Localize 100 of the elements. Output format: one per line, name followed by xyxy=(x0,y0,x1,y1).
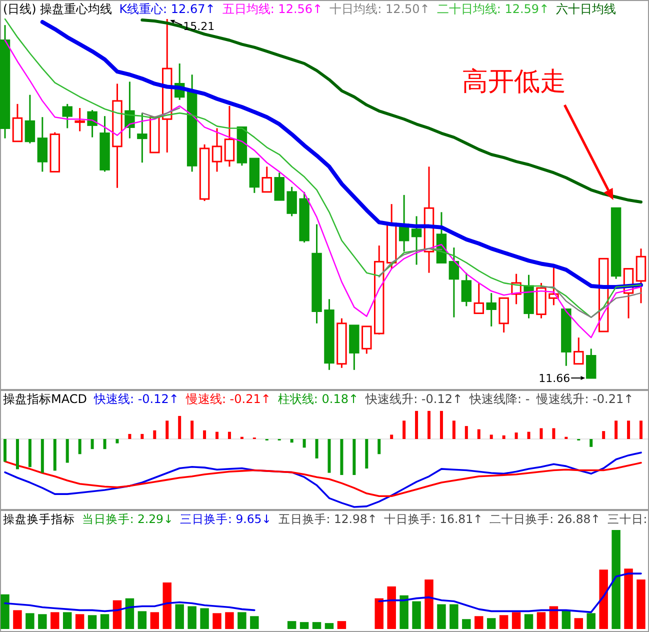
bar xyxy=(602,431,606,439)
bar xyxy=(128,434,132,439)
bar xyxy=(178,416,182,439)
bar xyxy=(627,420,630,439)
bar xyxy=(203,430,206,439)
bar xyxy=(574,618,584,629)
annotation: 11.66 xyxy=(538,372,570,385)
text: 五日换手: 12.98↑ xyxy=(278,512,378,526)
chart-title: 操盘指标MACD xyxy=(3,392,87,406)
candlestick xyxy=(586,348,596,379)
bar xyxy=(190,420,194,439)
bar xyxy=(53,439,56,471)
candlestick xyxy=(411,215,422,266)
bar xyxy=(0,594,10,629)
bar xyxy=(150,612,160,629)
bar xyxy=(390,434,394,439)
candlestick xyxy=(224,105,235,168)
bar xyxy=(16,439,19,470)
bar xyxy=(499,615,508,629)
bar xyxy=(38,614,47,629)
bar xyxy=(138,611,147,629)
bar xyxy=(524,614,534,629)
annotation: 15.21 xyxy=(183,20,215,33)
bar xyxy=(166,420,169,439)
bar xyxy=(26,613,34,629)
bar xyxy=(374,598,384,629)
text: 六十日均线 xyxy=(556,2,616,16)
bar xyxy=(464,426,468,439)
text: 快速线: -0.12↑ xyxy=(92,392,179,406)
bar xyxy=(552,428,556,439)
candlestick xyxy=(262,166,272,193)
bar xyxy=(636,580,646,629)
bar xyxy=(450,604,458,629)
candlestick xyxy=(486,292,496,328)
bar xyxy=(302,439,306,448)
bar xyxy=(90,439,94,450)
bar xyxy=(387,586,396,629)
bar xyxy=(312,622,322,629)
bar xyxy=(4,439,6,462)
bar xyxy=(324,623,334,629)
bar xyxy=(212,613,222,629)
text: 慢速线升: -0.21↑ xyxy=(536,392,634,406)
candlestick xyxy=(62,103,72,129)
bar xyxy=(153,430,156,439)
bar xyxy=(540,428,543,439)
bar xyxy=(402,420,406,439)
bar xyxy=(75,614,84,629)
candlestick xyxy=(448,246,460,318)
bar xyxy=(590,439,593,447)
candlestick xyxy=(212,127,222,172)
bar xyxy=(112,600,122,629)
candlestick xyxy=(87,109,98,138)
bar xyxy=(140,434,144,439)
text: 十日换手: 16.81↑ xyxy=(384,512,483,526)
bar xyxy=(562,610,571,629)
bar xyxy=(527,432,530,439)
text: 当日换手: 2.29↓ xyxy=(82,512,174,526)
bar xyxy=(474,616,484,629)
bar xyxy=(612,530,620,629)
chart-title: 操盘换手指标 xyxy=(3,512,75,526)
text: 快速线升: -0.12↑ xyxy=(364,392,463,406)
bar xyxy=(352,439,356,475)
bar xyxy=(225,612,234,629)
bar xyxy=(614,420,618,439)
text: 三十日: xyxy=(607,512,648,526)
text: 慢速线: -0.21↑ xyxy=(184,392,271,406)
candlestick xyxy=(12,103,23,142)
bar xyxy=(412,601,421,629)
bar xyxy=(228,432,231,439)
bar xyxy=(437,604,446,629)
bar xyxy=(486,618,496,629)
bar xyxy=(100,614,110,629)
bar xyxy=(424,580,434,629)
bar xyxy=(536,612,546,629)
candlestick xyxy=(574,336,584,365)
bar xyxy=(512,612,521,629)
bar xyxy=(125,598,134,629)
candlestick xyxy=(274,172,284,201)
bar xyxy=(340,439,344,475)
text: K线重心: 12.67↑ xyxy=(119,2,216,16)
bar xyxy=(502,435,506,439)
bar xyxy=(549,606,558,629)
bar xyxy=(28,439,32,468)
bar xyxy=(428,410,430,439)
candlestick xyxy=(37,116,48,172)
text: 二十日换手: 26.88↑ xyxy=(490,512,600,526)
chart-title: (日线) 操盘重心均线 xyxy=(3,2,112,16)
bar xyxy=(300,622,309,629)
bar xyxy=(162,582,172,629)
bar xyxy=(88,615,97,629)
bar xyxy=(175,604,184,629)
bar xyxy=(599,570,608,629)
bar xyxy=(586,613,596,629)
bar xyxy=(290,439,294,443)
bar xyxy=(640,420,642,439)
candlestick xyxy=(474,282,484,314)
bar xyxy=(624,568,633,629)
bar xyxy=(50,612,60,629)
bar xyxy=(440,410,443,439)
bar xyxy=(337,621,346,629)
